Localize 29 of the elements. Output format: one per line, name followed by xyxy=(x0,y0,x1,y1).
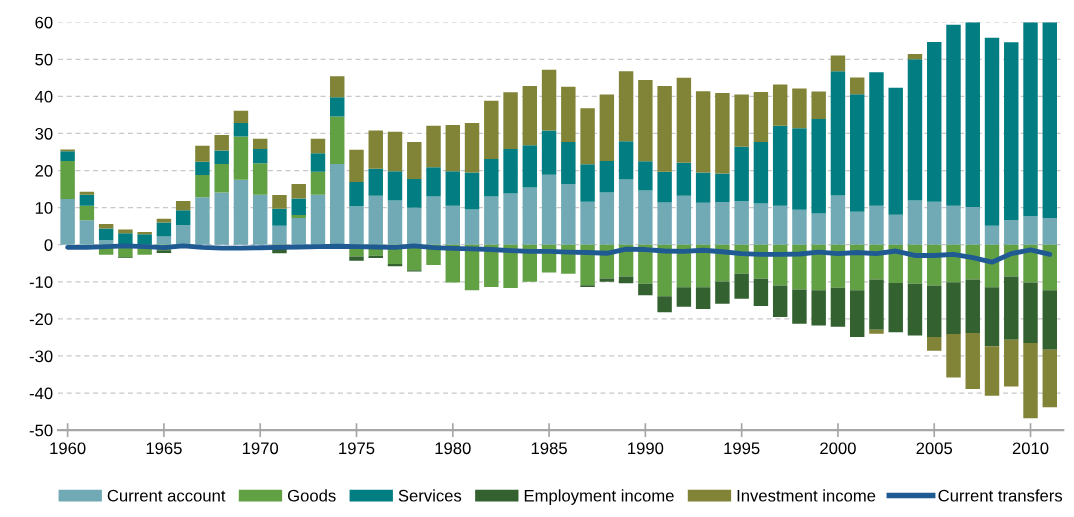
x-tick-label: 1980 xyxy=(435,442,471,455)
legend-label: Employment income xyxy=(524,489,674,505)
y-tick-label: 50 xyxy=(35,53,53,66)
x-tick-label: 1995 xyxy=(724,442,760,455)
y-tick-label: 60 xyxy=(35,16,53,29)
y-tick-label: -30 xyxy=(29,350,53,363)
x-tick-label: 1985 xyxy=(531,442,567,455)
legend-label: Current transfers xyxy=(938,489,1063,502)
x-tick-label: 1960 xyxy=(50,442,86,455)
y-tick-label: 0 xyxy=(44,239,53,251)
y-tick-label: -10 xyxy=(29,276,53,289)
y-tick-label: -50 xyxy=(29,424,53,437)
y-tick-label: 40 xyxy=(34,90,53,103)
x-tick-label: 2010 xyxy=(1012,442,1049,455)
legend-label: Services xyxy=(398,489,462,502)
y-tick-label: -20 xyxy=(29,313,53,326)
x-tick-label: 1965 xyxy=(146,442,182,455)
legend-label: Investment income xyxy=(737,489,876,502)
legend-label: Current account xyxy=(107,489,226,502)
legend-label: Goods xyxy=(287,489,336,502)
x-tick-label: 1975 xyxy=(339,442,375,455)
y-tick-label: -40 xyxy=(29,387,53,400)
x-tick-label: 1970 xyxy=(242,442,279,455)
y-tick-label: 20 xyxy=(35,164,53,177)
x-tick-label: 2005 xyxy=(916,442,953,455)
y-tick-label: 10 xyxy=(35,202,53,214)
x-tick-label: 2000 xyxy=(820,442,856,455)
x-tick-label: 1990 xyxy=(628,442,664,455)
y-tick-label: 30 xyxy=(35,127,53,140)
